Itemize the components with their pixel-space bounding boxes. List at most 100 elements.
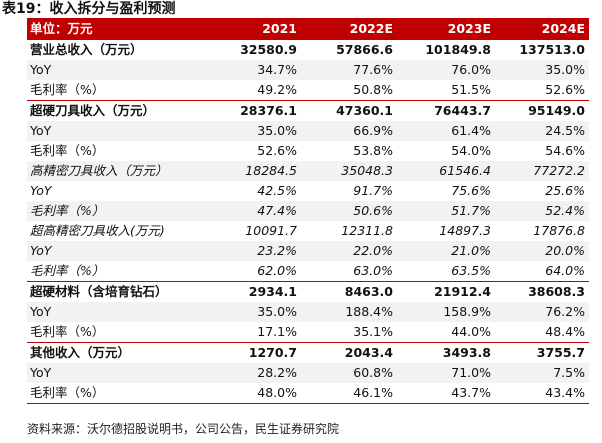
row-label: 超高精密刀具收入(万元) (30, 223, 165, 238)
row-label: YoY (30, 365, 52, 380)
cell-2022e: 66.9% (353, 123, 393, 138)
cell-2022e: 35.1% (353, 324, 393, 339)
cell-2023e: 51.7% (451, 203, 491, 218)
cell-2021: 35.0% (257, 123, 297, 138)
table-row: 营业总收入（万元） 32580.9 57866.6 101849.8 137513.0 (27, 39, 589, 60)
cell-2024e: 25.6% (545, 183, 585, 198)
cell-2022e: 12311.8 (341, 223, 393, 238)
cell-2021: 32580.9 (240, 42, 297, 57)
cell-2022e: 46.1% (353, 385, 393, 400)
cell-2021: 52.6% (257, 143, 297, 158)
cell-2021: 28376.1 (240, 103, 297, 118)
cell-2023e: 43.7% (451, 385, 491, 400)
cell-2021: 48.0% (257, 385, 297, 400)
row-label: YoY (30, 243, 52, 258)
cell-2024e: 76.2% (545, 304, 585, 319)
table-row: 超高精密刀具收入(万元) 10091.7 12311.8 14897.3 17876.8 (27, 221, 589, 241)
cell-2022e: 63.0% (353, 263, 393, 278)
header-unit: 单位：万元 (30, 21, 93, 36)
cell-2022e: 47360.1 (336, 103, 393, 118)
table-row: 毛利率（%） 17.1% 35.1% 44.0% 48.4% (27, 322, 589, 342)
cell-2022e: 22.0% (353, 243, 393, 258)
cell-2024e: 24.5% (545, 123, 585, 138)
cell-2023e: 63.5% (451, 263, 491, 278)
cell-2023e: 158.9% (443, 304, 491, 319)
forecast-table: 单位：万元 2021 2022E 2023E 2024E 营业总收入（万元） 32… (27, 18, 589, 404)
cell-2021: 18284.5 (245, 163, 297, 178)
table-header-row: 单位：万元 2021 2022E 2023E 2024E (27, 18, 589, 39)
cell-2023e: 76.0% (451, 62, 491, 77)
cell-2024e: 7.5% (553, 365, 585, 380)
table-row: 毛利率（%） 62.0% 63.0% 63.5% 64.0% (27, 261, 589, 281)
cell-2022e: 50.8% (353, 82, 393, 97)
cell-2022e: 8463.0 (344, 284, 393, 299)
row-label: 超硬材料（含培育钻石） (30, 284, 168, 299)
table-row: 毛利率（%） 48.0% 46.1% 43.7% 43.4% (27, 383, 589, 404)
row-label: 高精密刀具收入（万元） (30, 163, 168, 178)
cell-2023e: 54.0% (451, 143, 491, 158)
row-label: 毛利率（%） (30, 82, 105, 97)
cell-2021: 42.5% (257, 183, 297, 198)
cell-2022e: 50.6% (353, 203, 393, 218)
cell-2022e: 57866.6 (336, 42, 393, 57)
row-label: 其他收入（万元） (30, 345, 131, 360)
table-row: 超硬刀具收入（万元） 28376.1 47360.1 76443.7 95149.0 (27, 100, 589, 121)
row-label: 毛利率（%） (30, 385, 105, 400)
cell-2023e: 61546.4 (439, 163, 491, 178)
cell-2023e: 51.5% (451, 82, 491, 97)
cell-2024e: 64.0% (545, 263, 585, 278)
cell-2023e: 3493.8 (442, 345, 491, 360)
cell-2021: 62.0% (257, 263, 297, 278)
cell-2023e: 21.0% (451, 243, 491, 258)
cell-2024e: 43.4% (545, 385, 585, 400)
cell-2023e: 101849.8 (425, 42, 491, 57)
cell-2021: 28.2% (257, 365, 297, 380)
cell-2021: 47.4% (257, 203, 297, 218)
cell-2023e: 44.0% (451, 324, 491, 339)
cell-2024e: 3755.7 (536, 345, 585, 360)
table-row: YoY 35.0% 66.9% 61.4% 24.5% (27, 121, 589, 141)
cell-2022e: 35048.3 (341, 163, 393, 178)
cell-2021: 49.2% (257, 82, 297, 97)
cell-2024e: 48.4% (545, 324, 585, 339)
row-label: 毛利率（%） (30, 324, 105, 339)
cell-2024e: 77272.2 (533, 163, 585, 178)
row-label: YoY (30, 304, 52, 319)
header-2023e: 2023E (447, 21, 491, 36)
row-label: 毛利率（%） (30, 203, 105, 218)
cell-2022e: 2043.4 (344, 345, 393, 360)
table-row: YoY 28.2% 60.8% 71.0% 7.5% (27, 363, 589, 383)
row-label: 营业总收入（万元） (30, 42, 143, 57)
cell-2024e: 52.4% (545, 203, 585, 218)
table-body: 营业总收入（万元） 32580.9 57866.6 101849.8 137513.0 Y… (27, 39, 589, 404)
row-label: YoY (30, 183, 52, 198)
row-label: YoY (30, 123, 52, 138)
table-row: 高精密刀具收入（万元） 18284.5 35048.3 61546.4 77272.2 (27, 161, 589, 181)
table-row: 毛利率（%） 49.2% 50.8% 51.5% 52.6% (27, 80, 589, 100)
cell-2022e: 77.6% (353, 62, 393, 77)
source-footnote: 资料来源：沃尔德招股说明书，公司公告，民生证券研究院 (27, 422, 340, 436)
cell-2022e: 60.8% (353, 365, 393, 380)
table-title: 表19：收入拆分与盈利预测 (2, 1, 176, 17)
cell-2024e: 52.6% (545, 82, 585, 97)
cell-2023e: 21912.4 (434, 284, 491, 299)
row-label: 毛利率（%） (30, 263, 105, 278)
table-row: YoY 35.0% 188.4% 158.9% 76.2% (27, 302, 589, 322)
cell-2024e: 35.0% (545, 62, 585, 77)
row-label: 超硬刀具收入（万元） (30, 103, 156, 118)
cell-2023e: 71.0% (451, 365, 491, 380)
table-row: 毛利率（%） 47.4% 50.6% 51.7% 52.4% (27, 201, 589, 221)
table-row: YoY 34.7% 77.6% 76.0% 35.0% (27, 60, 589, 80)
table-row: YoY 23.2% 22.0% 21.0% 20.0% (27, 241, 589, 261)
cell-2022e: 91.7% (353, 183, 393, 198)
header-2022e: 2022E (349, 21, 393, 36)
cell-2021: 35.0% (257, 304, 297, 319)
cell-2022e: 188.4% (345, 304, 393, 319)
cell-2021: 34.7% (257, 62, 297, 77)
cell-2024e: 95149.0 (528, 103, 585, 118)
cell-2024e: 17876.8 (533, 223, 585, 238)
cell-2023e: 76443.7 (434, 103, 491, 118)
cell-2021: 17.1% (257, 324, 297, 339)
header-2021: 2021 (262, 21, 297, 36)
table-row: 其他收入（万元） 1270.7 2043.4 3493.8 3755.7 (27, 342, 589, 363)
